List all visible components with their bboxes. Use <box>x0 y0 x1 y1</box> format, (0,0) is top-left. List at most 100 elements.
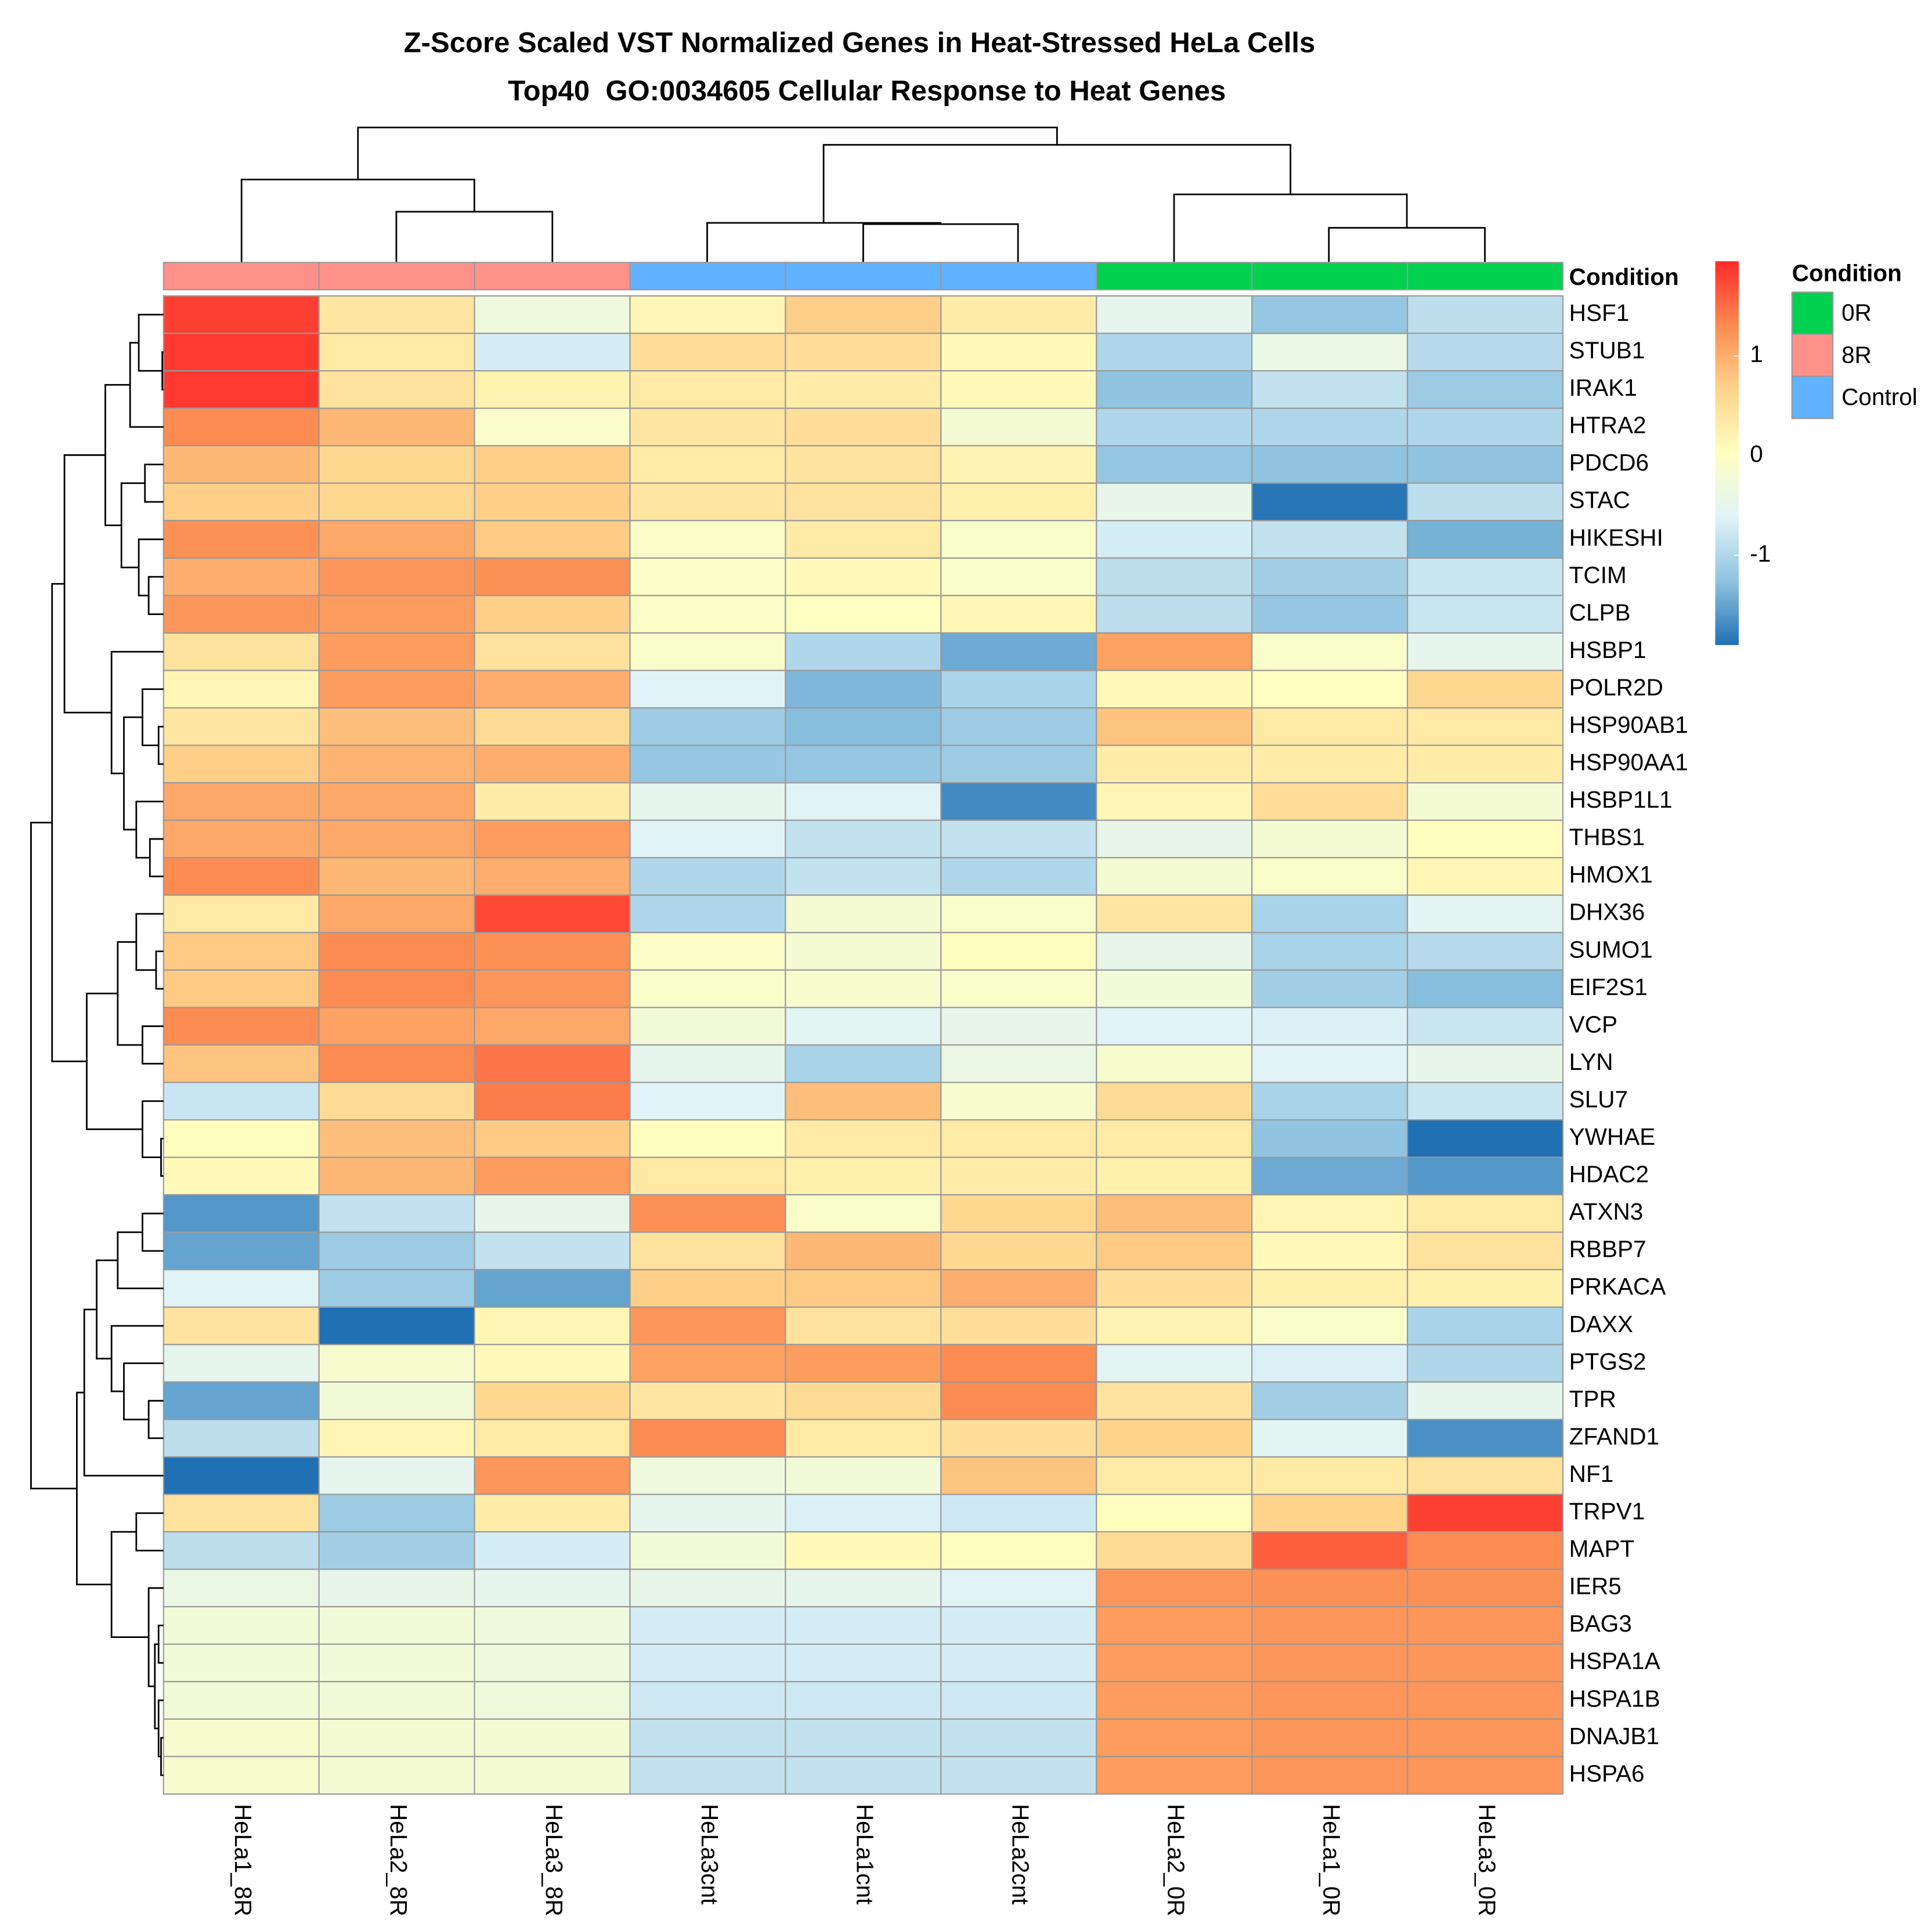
heatmap-cell <box>785 1231 942 1271</box>
annotation-cell <box>474 262 631 291</box>
heatmap-cell <box>1096 857 1253 896</box>
heatmap-cell <box>318 670 475 709</box>
heatmap-cell <box>1096 932 1253 971</box>
annotation-cell <box>318 262 475 291</box>
row-label: HSBP1L1 <box>1569 786 1673 813</box>
heatmap-cell <box>785 370 942 409</box>
heatmap-cell <box>940 407 1097 447</box>
heatmap-cell <box>785 1643 942 1683</box>
dendrogram-branch <box>142 1213 164 1252</box>
column-label: HeLa3cnt <box>696 1804 723 1905</box>
heatmap-cell <box>1251 1681 1409 1720</box>
row-label: DHX36 <box>1569 899 1645 925</box>
heatmap-cell <box>785 520 942 559</box>
heatmap-cell <box>629 1194 786 1233</box>
heatmap-cell <box>940 1156 1097 1196</box>
heatmap-cell <box>785 1306 942 1346</box>
heatmap-cell <box>1096 894 1253 934</box>
heatmap-cell <box>1251 1306 1409 1346</box>
chart-title: Z-Score Scaled VST Normalized Genes in H… <box>404 27 1316 59</box>
heatmap-cell <box>785 1007 942 1046</box>
heatmap-cell <box>318 1681 475 1720</box>
heatmap-cell <box>1096 1231 1253 1271</box>
heatmap-cell <box>318 1643 475 1683</box>
dendrogram-branch <box>155 950 164 990</box>
heatmap-cell <box>474 782 631 821</box>
row-label: HDAC2 <box>1569 1161 1649 1188</box>
heatmap-cell <box>940 1231 1097 1271</box>
heatmap-cell <box>162 1194 320 1233</box>
heatmap-cell <box>1096 1756 1253 1795</box>
heatmap-cell <box>1407 295 1564 334</box>
heatmap-cell <box>1407 932 1564 971</box>
heatmap-cell <box>785 782 942 821</box>
heatmap-cell <box>318 1306 475 1346</box>
heatmap-cell <box>785 1044 942 1083</box>
heatmap-cell <box>474 1231 631 1271</box>
heatmap-cell <box>1407 1269 1564 1308</box>
heatmap-cell <box>629 332 786 372</box>
heatmap-cell <box>1251 557 1409 596</box>
heatmap-cell <box>1096 1493 1253 1533</box>
row-label: HSPA6 <box>1569 1760 1645 1786</box>
heatmap-cell <box>1251 407 1409 447</box>
heatmap-cell <box>629 1456 786 1495</box>
heatmap-cell <box>1096 1419 1253 1458</box>
heatmap-cell <box>785 932 942 971</box>
dendrogram-branch <box>135 913 164 971</box>
heatmap-cell <box>940 520 1097 559</box>
heatmap-cell <box>162 670 320 709</box>
row-label: PDCD6 <box>1569 449 1649 476</box>
heatmap-cell <box>474 1531 631 1570</box>
heatmap-cell <box>1251 1568 1409 1608</box>
annotation-cell <box>1096 262 1253 291</box>
heatmap-cell <box>785 332 942 372</box>
heatmap-cell <box>1407 1643 1564 1683</box>
heatmap-cell <box>940 819 1097 859</box>
row-label: LYN <box>1569 1048 1613 1075</box>
heatmap-cell <box>318 1044 475 1083</box>
heatmap-cell <box>629 1756 786 1795</box>
heatmap-cell <box>629 1231 786 1271</box>
heatmap-cell <box>162 819 320 859</box>
heatmap-cell <box>629 1306 786 1346</box>
heatmap-cell <box>318 1493 475 1533</box>
heatmap-cell <box>785 1082 942 1121</box>
heatmap-cell <box>474 595 631 634</box>
dendrogram-branch <box>104 384 131 526</box>
heatmap-cell <box>318 969 475 1008</box>
color-bar-tick-label: -1 <box>1750 540 1771 567</box>
heatmap-cell <box>1096 1531 1253 1570</box>
heatmap-cell <box>1096 482 1253 522</box>
heatmap-cell <box>1407 1493 1564 1533</box>
heatmap-cell <box>474 1007 631 1046</box>
heatmap-cell <box>474 1119 631 1158</box>
heatmap-cell <box>162 332 320 372</box>
heatmap-cell <box>629 1082 786 1121</box>
dendrogram-branch <box>120 482 145 569</box>
heatmap-cell <box>474 894 631 934</box>
heatmap-cell <box>162 894 320 934</box>
dendrogram-branch <box>117 941 143 1046</box>
heatmap-cell <box>1251 1606 1409 1645</box>
dendrogram-branch <box>86 992 143 1130</box>
legend-swatch <box>1791 291 1834 335</box>
row-label: HSPA1A <box>1569 1648 1660 1675</box>
heatmap-cell <box>940 1344 1097 1383</box>
dendrogram-branch <box>157 725 164 765</box>
heatmap-cell <box>940 782 1097 821</box>
heatmap-cell <box>785 1194 942 1233</box>
annotation-label: Condition <box>1569 263 1679 290</box>
dendrogram-branch <box>157 1625 164 1664</box>
heatmap-cell <box>474 482 631 522</box>
heatmap-cell <box>318 819 475 859</box>
heatmap-cell <box>1096 295 1253 334</box>
heatmap-cell <box>162 857 320 896</box>
heatmap-cell <box>1251 1007 1409 1046</box>
heatmap-cell <box>474 1681 631 1720</box>
color-bar <box>1715 261 1739 645</box>
heatmap-cell <box>940 1381 1097 1420</box>
heatmap-cell <box>1096 445 1253 484</box>
heatmap-cell <box>940 1007 1097 1046</box>
heatmap-cell <box>474 1568 631 1608</box>
